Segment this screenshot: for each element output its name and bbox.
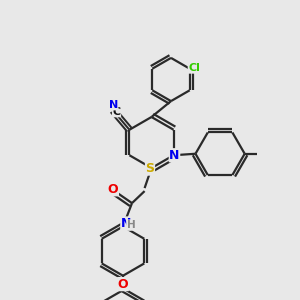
Text: N: N bbox=[169, 149, 180, 162]
Text: O: O bbox=[108, 183, 118, 196]
Text: H: H bbox=[127, 220, 136, 230]
Text: S: S bbox=[146, 162, 154, 175]
Text: N: N bbox=[109, 100, 118, 110]
Text: O: O bbox=[118, 278, 128, 291]
Text: N: N bbox=[121, 217, 131, 230]
Text: Cl: Cl bbox=[188, 63, 200, 73]
Text: C: C bbox=[112, 107, 121, 117]
